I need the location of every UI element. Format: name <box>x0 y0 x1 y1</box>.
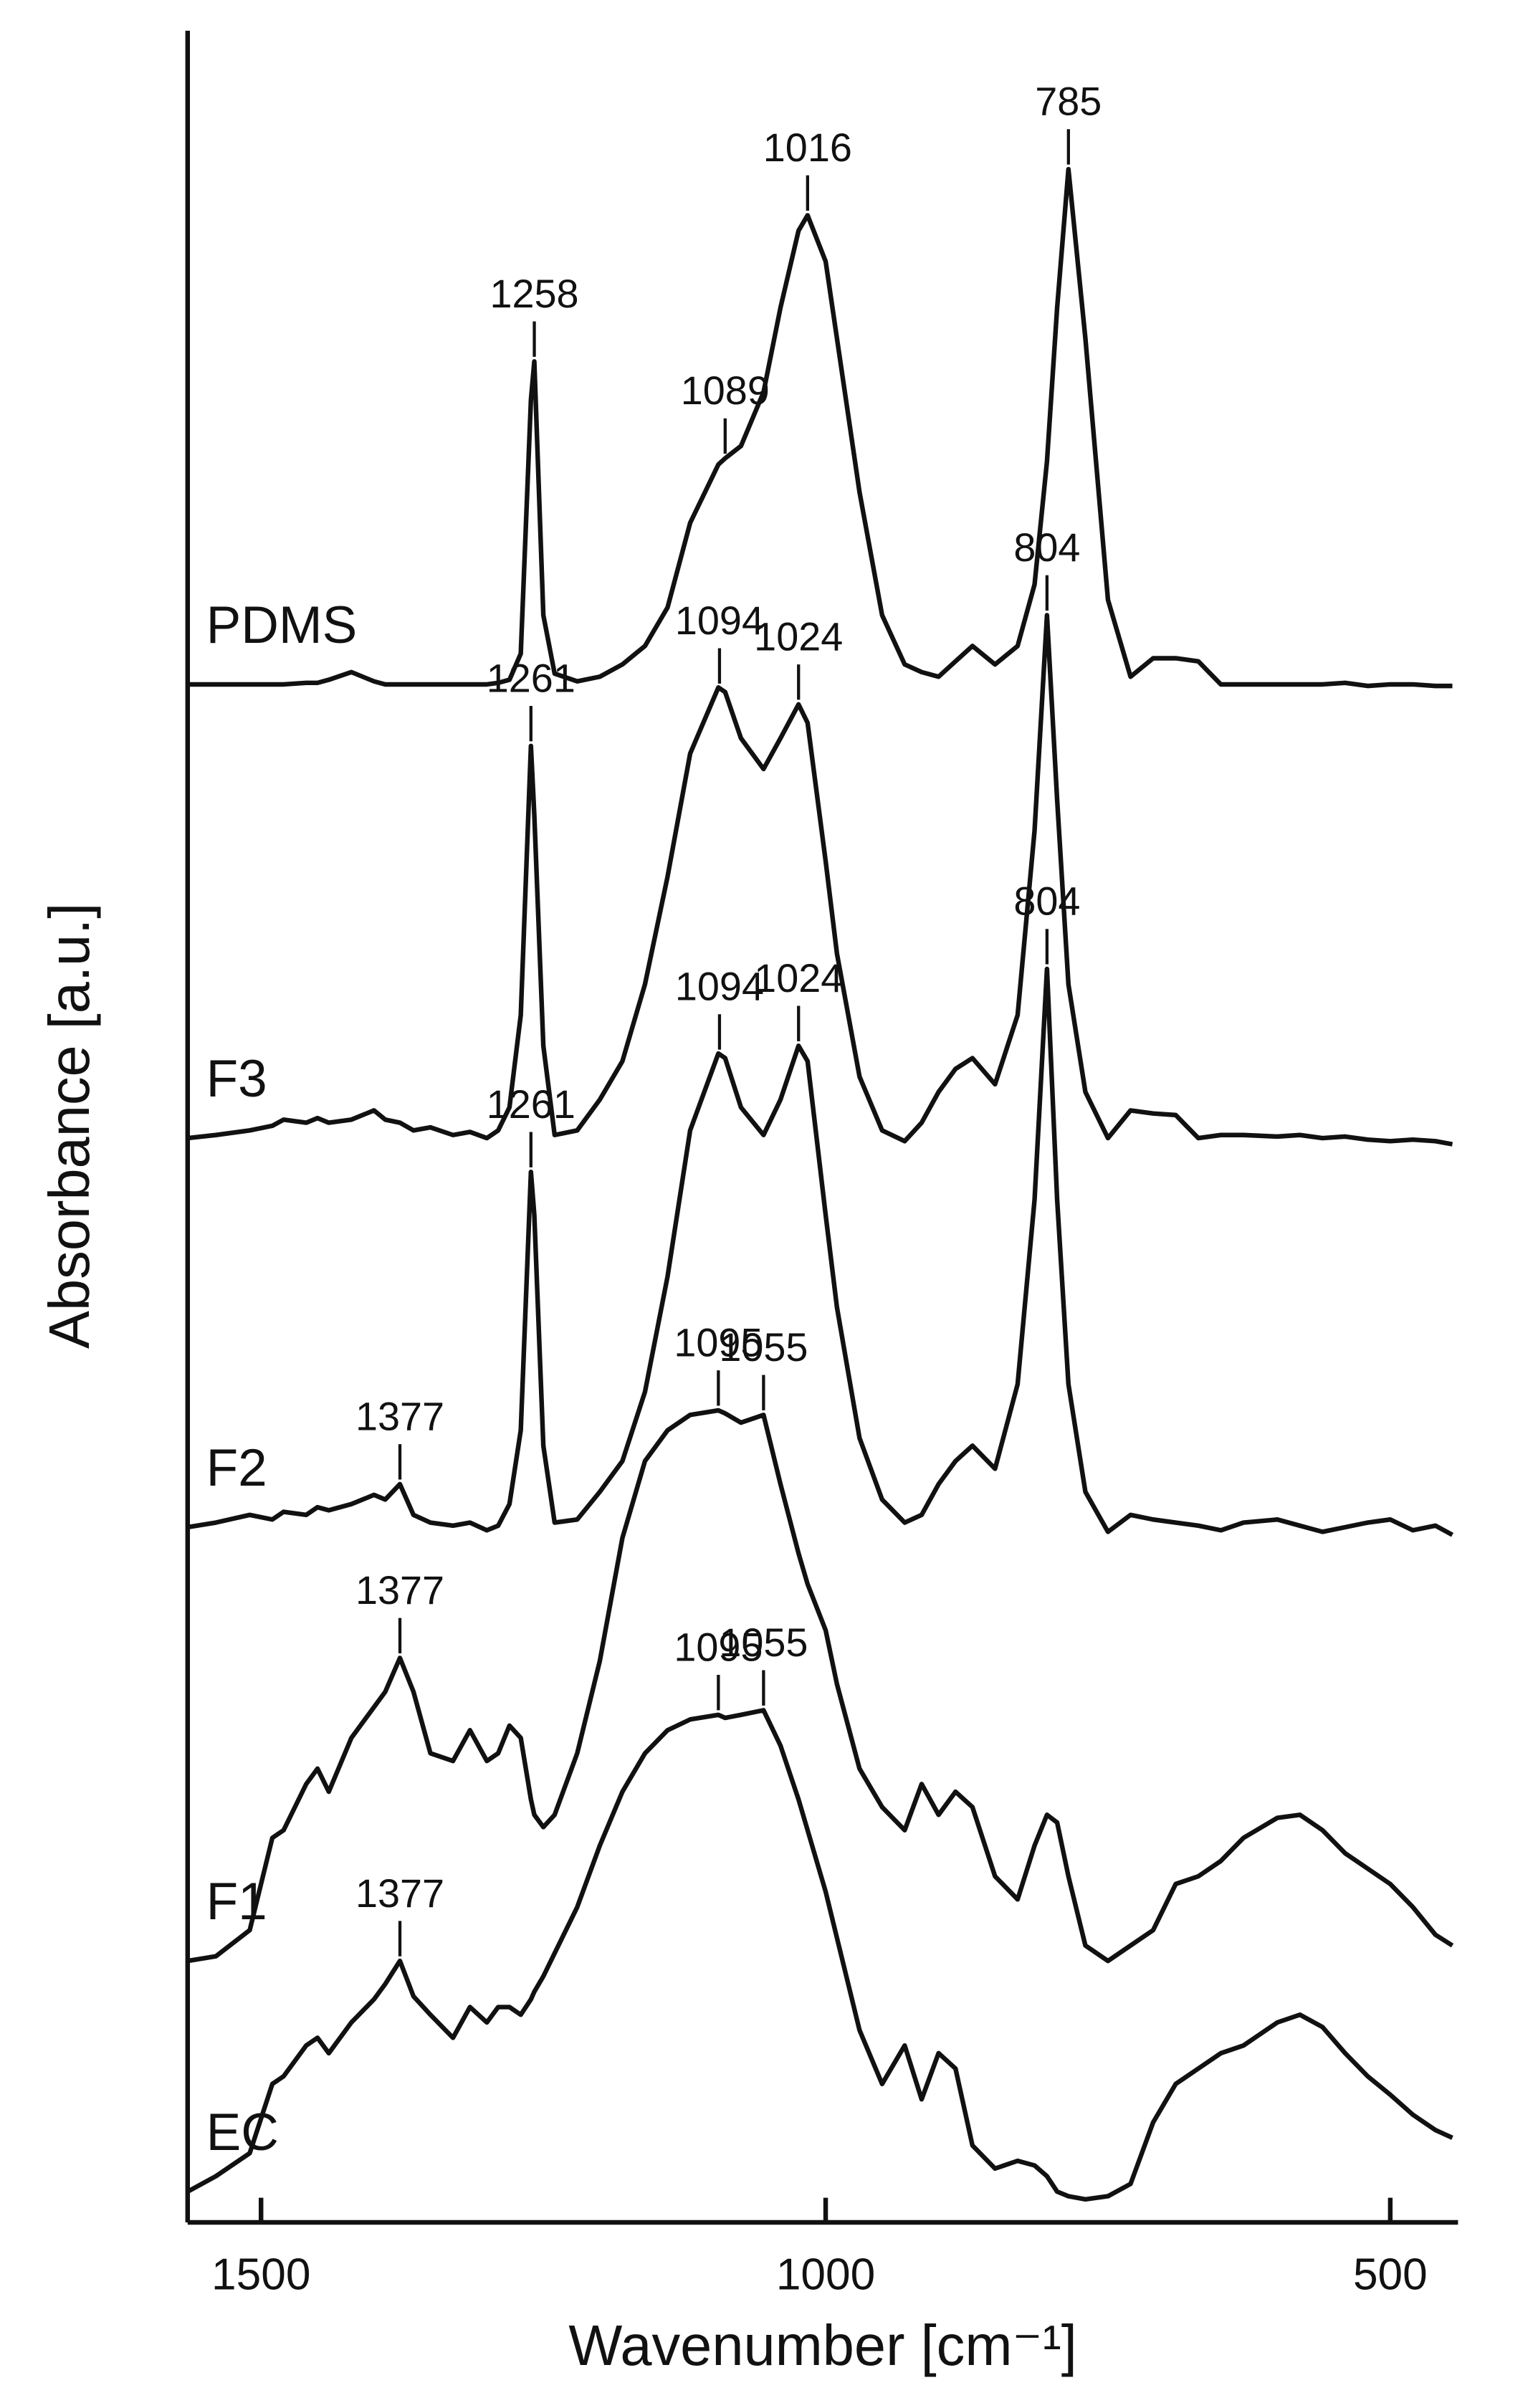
peak-label: 1095 <box>674 1624 763 1669</box>
spectrum-line <box>187 613 1453 1147</box>
peak-label: 1024 <box>754 613 843 659</box>
peak-label: 1094 <box>675 964 764 1009</box>
x-tick-label: 500 <box>1353 2250 1428 2300</box>
spectrum-line <box>187 966 1454 1537</box>
peak-label: 1095 <box>674 1319 763 1365</box>
x-tick-label: 1000 <box>776 2250 875 2300</box>
peak-label: 1377 <box>355 1393 444 1438</box>
spectrum-line <box>187 1408 1454 1964</box>
spectrum-line <box>186 1708 1453 2202</box>
peak-label: 1377 <box>355 1567 444 1612</box>
peak-label: 1258 <box>489 271 578 316</box>
peak-label: 1261 <box>487 1081 575 1127</box>
peak-label: 1016 <box>763 125 852 170</box>
series-label: F2 <box>206 1439 267 1497</box>
peak-label: 804 <box>1013 879 1080 924</box>
y-axis-label: Absorbance [a.u.] <box>37 903 101 1349</box>
peak-label: 1055 <box>719 1620 808 1665</box>
series-label: F1 <box>206 1873 267 1931</box>
peak-label: 1055 <box>719 1324 808 1370</box>
spectrum-line <box>187 166 1453 689</box>
peak-label: 1094 <box>675 598 764 643</box>
peak-label: 1089 <box>681 368 770 413</box>
x-tick-label: 1500 <box>211 2250 310 2300</box>
series-label: F3 <box>206 1050 267 1108</box>
x-axis-label: Wavenumber [cm⁻¹] <box>568 2313 1077 2377</box>
peak-label: 804 <box>1013 525 1080 570</box>
series-label: EC <box>206 2103 279 2161</box>
peak-label: 1261 <box>487 655 575 700</box>
peak-label: 1024 <box>754 955 843 1000</box>
peak-label: 1377 <box>355 1870 444 1916</box>
series-label: PDMS <box>206 596 358 654</box>
peak-label: 785 <box>1035 79 1102 124</box>
